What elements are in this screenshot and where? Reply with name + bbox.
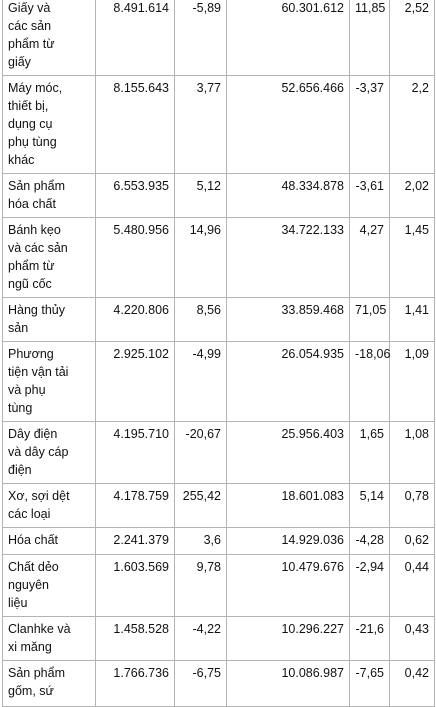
cumulative-change-cell: 71,05 <box>349 297 390 342</box>
cumulative-value-cell: 60.301.612 <box>226 0 350 76</box>
product-name-cell: Giấy và các sản phẩm từ giấy <box>2 0 96 76</box>
change-cell: -4,99 <box>174 341 227 422</box>
value-cell: 4.178.759 <box>95 483 175 528</box>
share-cell: 2,52 <box>389 0 435 76</box>
product-name-cell: Hóa chất <box>2 527 96 555</box>
cumulative-change-cell: 11,85 <box>349 0 390 76</box>
product-name-cell: Xơ, sợi dệt các loại <box>2 483 96 528</box>
change-cell: 9,78 <box>174 554 227 617</box>
value-cell: 1.603.569 <box>95 554 175 617</box>
change-cell: 3,77 <box>174 75 227 174</box>
product-name-cell: Bánh kẹo và các sản phẩm từ ngũ cốc <box>2 217 96 298</box>
product-name-cell: Sản phẩm hóa chất <box>2 173 96 218</box>
product-name-cell: Phương tiện vận tải và phụ tùng <box>2 341 96 422</box>
value-cell: 2.241.379 <box>95 527 175 555</box>
value-cell: 6.553.935 <box>95 173 175 218</box>
cumulative-change-cell: 1,65 <box>349 421 390 484</box>
product-name-cell: Sản phẩm gốm, sứ <box>2 660 96 707</box>
cumulative-change-cell: 5,14 <box>349 483 390 528</box>
change-cell: -5,89 <box>174 0 227 76</box>
table-row: Hóa chất 2.241.379 3,6 14.929.036 -4,28 0,62 <box>2 527 435 555</box>
change-cell: 14,96 <box>174 217 227 298</box>
product-name-cell: Clanhke và xi măng <box>2 616 96 661</box>
cumulative-value-cell: 33.859.468 <box>226 297 350 342</box>
table-row: Máy móc, thiết bị, dụng cụ phụ tùng khác 8.15… <box>2 75 435 174</box>
change-cell: -4,22 <box>174 616 227 661</box>
value-cell: 4.220.806 <box>95 297 175 342</box>
share-cell: 0,44 <box>389 554 435 617</box>
share-cell: 1,09 <box>389 341 435 422</box>
value-cell: 8.155.643 <box>95 75 175 174</box>
value-cell: 1.458.528 <box>95 616 175 661</box>
table-row: Phương tiện vận tải và phụ tùng 2.925.102 -4,… <box>2 341 435 422</box>
change-cell: 255,42 <box>174 483 227 528</box>
change-cell: -20,67 <box>174 421 227 484</box>
table-row: Chất dẻo nguyên liệu 1.603.569 9,78 10.479.67… <box>2 554 435 617</box>
product-name-cell: Máy móc, thiết bị, dụng cụ phụ tùng khác <box>2 75 96 174</box>
table-row: Clanhke và xi măng 1.458.528 -4,22 10.296.22… <box>2 616 435 661</box>
value-cell: 2.925.102 <box>95 341 175 422</box>
cumulative-value-cell: 34.722.133 <box>226 217 350 298</box>
change-cell: -6,75 <box>174 660 227 707</box>
cumulative-change-cell: 4,27 <box>349 217 390 298</box>
table-row: Dây điện và dây cáp điện 4.195.710 -20,67 25.… <box>2 421 435 484</box>
table-row: Xơ, sợi dệt các loại 4.178.759 255,42 18.601… <box>2 483 435 528</box>
value-cell: 4.195.710 <box>95 421 175 484</box>
cumulative-value-cell: 52.656.466 <box>226 75 350 174</box>
cumulative-value-cell: 14.929.036 <box>226 527 350 555</box>
share-cell: 0,42 <box>389 660 435 707</box>
product-name-cell: Hàng thủy sản <box>2 297 96 342</box>
cumulative-change-cell: -4,28 <box>349 527 390 555</box>
table-row: Hàng thủy sản 4.220.806 8,56 33.859.468 71,05… <box>2 297 435 342</box>
cumulative-value-cell: 18.601.083 <box>226 483 350 528</box>
product-name-cell: Dây điện và dây cáp điện <box>2 421 96 484</box>
table-row: Sản phẩm hóa chất 6.553.935 5,12 48.334.878-… <box>2 173 435 218</box>
share-cell: 1,45 <box>389 217 435 298</box>
table-row: Bánh kẹo và các sản phẩm từ ngũ cốc 5.480.95… <box>2 217 435 298</box>
value-cell: 5.480.956 <box>95 217 175 298</box>
cumulative-change-cell: -3,61 <box>349 173 390 218</box>
value-cell: 8.491.614 <box>95 0 175 76</box>
share-cell: 0,78 <box>389 483 435 528</box>
cumulative-change-cell: -7,65 <box>349 660 390 707</box>
cumulative-change-cell: -18,06 <box>349 341 390 422</box>
share-cell: 2,02 <box>389 173 435 218</box>
product-name-cell: Chất dẻo nguyên liệu <box>2 554 96 617</box>
cumulative-value-cell: 10.296.227 <box>226 616 350 661</box>
change-cell: 5,12 <box>174 173 227 218</box>
change-cell: 3,6 <box>174 527 227 555</box>
table-row: Giấy và các sản phẩm từ giấy 8.491.614 -5,89 6… <box>2 0 435 76</box>
share-cell: 0,62 <box>389 527 435 555</box>
cumulative-value-cell: 26.054.935 <box>226 341 350 422</box>
change-cell: 8,56 <box>174 297 227 342</box>
cumulative-change-cell: -2,94 <box>349 554 390 617</box>
cumulative-value-cell: 10.086.987 <box>226 660 350 707</box>
share-cell: 2,2 <box>389 75 435 174</box>
share-cell: 1,41 <box>389 297 435 342</box>
value-cell: 1.766.736 <box>95 660 175 707</box>
cumulative-value-cell: 25.956.403 <box>226 421 350 484</box>
share-cell: 0,43 <box>389 616 435 661</box>
cumulative-value-cell: 48.334.878 <box>226 173 350 218</box>
cumulative-value-cell: 10.479.676 <box>226 554 350 617</box>
cumulative-change-cell: -3,37 <box>349 75 390 174</box>
cumulative-change-cell: -21,6 <box>349 616 390 661</box>
table-row: Sản phẩm gốm, sứ 1.766.736 -6,75 10.086.987-… <box>2 660 435 707</box>
share-cell: 1,08 <box>389 421 435 484</box>
